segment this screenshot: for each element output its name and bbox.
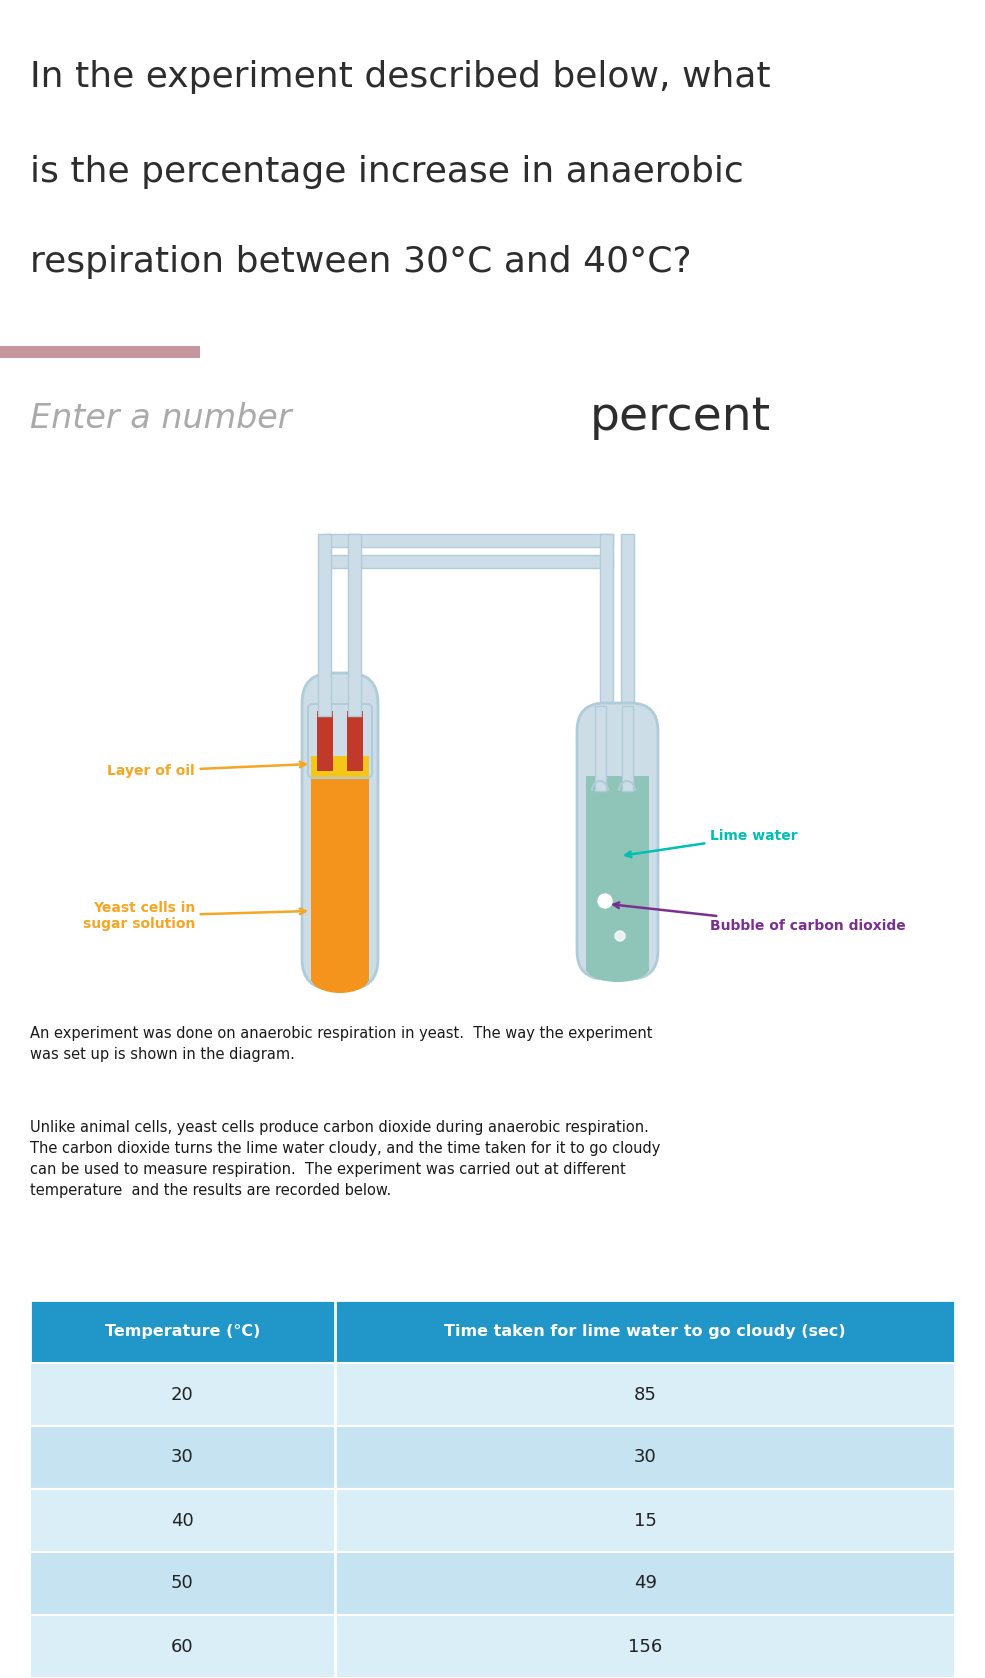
Text: Layer of oil: Layer of oil <box>107 762 305 779</box>
Bar <box>317 711 333 770</box>
Text: is the percentage increase in anaerobic: is the percentage increase in anaerobic <box>30 154 744 190</box>
Text: 15: 15 <box>633 1512 657 1530</box>
Text: 49: 49 <box>633 1574 657 1592</box>
Text: Bubble of carbon dioxide: Bubble of carbon dioxide <box>614 903 906 933</box>
Text: 50: 50 <box>171 1574 194 1592</box>
Text: 156: 156 <box>628 1638 662 1656</box>
Ellipse shape <box>586 955 649 982</box>
FancyBboxPatch shape <box>302 673 378 988</box>
Bar <box>0 346 200 357</box>
Text: 60: 60 <box>171 1638 194 1656</box>
Bar <box>30 1614 955 1678</box>
Bar <box>30 1488 955 1552</box>
Bar <box>324 555 613 567</box>
FancyBboxPatch shape <box>577 703 658 978</box>
Bar <box>348 534 361 717</box>
Bar <box>318 534 331 717</box>
Bar <box>595 706 606 790</box>
Bar <box>621 534 634 727</box>
Bar <box>622 706 633 790</box>
Text: respiration between 30°C and 40°C?: respiration between 30°C and 40°C? <box>30 245 691 279</box>
Circle shape <box>615 931 625 941</box>
Text: Lime water: Lime water <box>625 829 798 857</box>
Bar <box>586 775 649 972</box>
Text: 85: 85 <box>633 1386 657 1403</box>
Bar <box>30 1300 955 1363</box>
Text: In the experiment described below, what: In the experiment described below, what <box>30 60 770 94</box>
Text: Temperature (°C): Temperature (°C) <box>104 1324 260 1339</box>
Bar <box>347 711 363 770</box>
Text: Yeast cells in
sugar solution: Yeast cells in sugar solution <box>83 901 305 931</box>
Text: Enter a number: Enter a number <box>30 401 292 435</box>
Text: Unlike animal cells, yeast cells produce carbon dioxide during anaerobic respira: Unlike animal cells, yeast cells produce… <box>30 1119 660 1198</box>
Bar <box>30 1552 955 1614</box>
Text: An experiment was done on anaerobic respiration in yeast.  The way the experimen: An experiment was done on anaerobic resp… <box>30 1025 652 1062</box>
Text: 30: 30 <box>171 1448 194 1467</box>
Text: 30: 30 <box>634 1448 657 1467</box>
Bar <box>311 770 369 982</box>
Text: Time taken for lime water to go cloudy (sec): Time taken for lime water to go cloudy (… <box>444 1324 846 1339</box>
Circle shape <box>598 894 612 908</box>
Text: 20: 20 <box>171 1386 194 1403</box>
Bar <box>30 1426 955 1488</box>
Bar <box>311 757 369 779</box>
Text: 40: 40 <box>171 1512 194 1530</box>
Bar <box>30 1363 955 1426</box>
Bar <box>324 534 613 547</box>
Ellipse shape <box>311 963 369 993</box>
Bar <box>600 534 613 727</box>
Text: percent: percent <box>590 396 771 441</box>
